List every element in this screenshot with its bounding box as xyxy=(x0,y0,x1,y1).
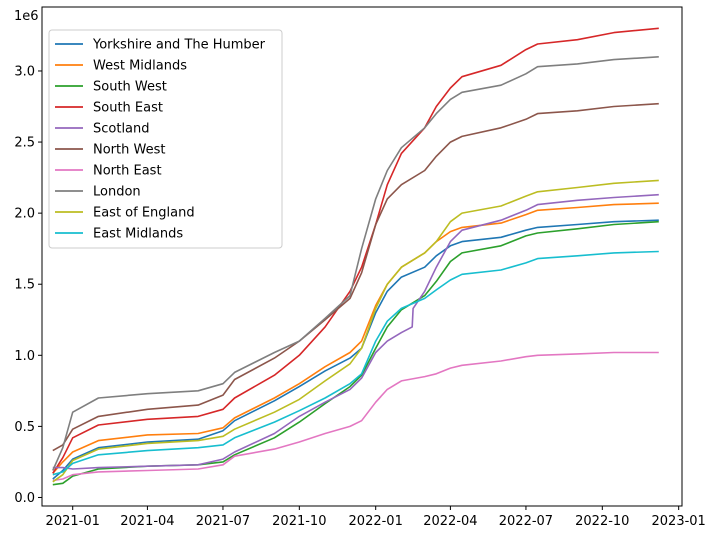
x-tick-label: 2022-01 xyxy=(349,514,403,529)
series-line-8 xyxy=(52,179,659,483)
series-line-1 xyxy=(52,202,659,474)
x-tick-label: 2021-10 xyxy=(272,514,326,529)
plot-area-frame xyxy=(41,6,683,507)
axes: 2021-01 2021-04 2021-07 2021-10 2022-01 2022-… xyxy=(14,64,706,529)
legend-label: North West xyxy=(93,143,165,158)
y-tick-label: 1.5 xyxy=(14,278,35,293)
legend-label: Yorkshire and The Humber xyxy=(92,38,266,53)
y-tick-label: 2.5 xyxy=(14,136,35,151)
legend-label: East Midlands xyxy=(93,227,183,242)
x-tick-label: 2022-04 xyxy=(423,514,477,529)
series-line-6 xyxy=(52,351,659,482)
y-tick-label: 0.0 xyxy=(14,491,35,506)
x-tick-label: 2021-01 xyxy=(46,514,100,529)
x-tick-label: 2021-07 xyxy=(196,514,250,529)
legend-label: South East xyxy=(93,101,163,116)
series-line-4 xyxy=(52,193,659,470)
x-tick-label: 2021-04 xyxy=(120,514,174,529)
y-tick-label: 3.0 xyxy=(14,64,35,79)
y-tick-label: 2.0 xyxy=(14,207,35,222)
legend-label: North East xyxy=(93,164,162,179)
y-axis-offset-label: 1e6 xyxy=(14,9,39,24)
legend-label: London xyxy=(93,185,141,200)
series-line-0 xyxy=(52,219,659,480)
x-tick-label: 2023-01 xyxy=(652,514,706,529)
x-tick-label: 2022-07 xyxy=(499,514,553,529)
series-lines xyxy=(52,27,659,486)
legend-label: South West xyxy=(93,80,167,95)
series-line-5 xyxy=(52,102,659,452)
series-line-9 xyxy=(52,250,659,476)
legend-label: East of England xyxy=(93,206,195,221)
x-tick-label: 2022-10 xyxy=(575,514,629,529)
legend-label: Scotland xyxy=(93,122,150,137)
series-line-7 xyxy=(52,56,659,471)
y-tick-label: 0.5 xyxy=(14,420,35,435)
legend: Yorkshire and The Humber West Midlands Sou… xyxy=(48,29,283,249)
y-tick-label: 1.0 xyxy=(14,349,35,364)
legend-label: West Midlands xyxy=(93,59,187,74)
legend-box xyxy=(48,29,283,249)
